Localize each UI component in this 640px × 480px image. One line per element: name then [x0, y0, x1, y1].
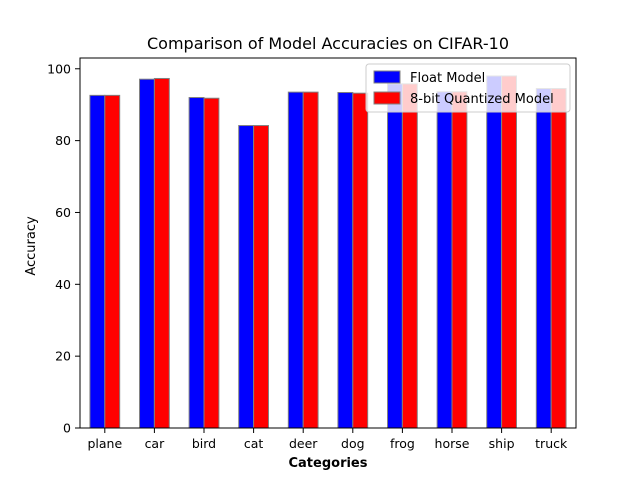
legend: Float Model 8-bit Quantized Model	[365, 63, 571, 113]
x-tick-label: cat	[244, 436, 264, 451]
y-tick-label: 0	[63, 421, 71, 436]
y-tick-label: 60	[55, 205, 71, 220]
bar-float-dog	[337, 91, 354, 429]
bar-float-deer	[287, 91, 304, 429]
bar-quantized-plane	[104, 94, 121, 429]
bar-float-frog	[387, 83, 403, 429]
bar-quantized-horse	[451, 91, 468, 429]
bar-float-car	[139, 78, 155, 429]
y-tick-label: 20	[55, 349, 71, 364]
x-tick-label: truck	[535, 436, 568, 451]
bar-float-plane	[89, 94, 106, 429]
plot-area: plane car bird cat deer dog frog horse ship truck…	[47, 57, 577, 451]
x-tick-label: car	[145, 436, 166, 451]
x-tick-label: bird	[192, 436, 216, 451]
y-axis-label: Accuracy	[24, 216, 39, 276]
bar-quantized-dog	[352, 92, 369, 429]
chart-title: Comparison of Model Accuracies on CIFAR-…	[147, 34, 509, 53]
bar-float-bird	[188, 97, 205, 429]
bar-quantized-car	[153, 77, 170, 429]
bar-quantized-cat	[253, 125, 269, 429]
x-tick-label: frog	[390, 436, 415, 451]
x-tick-label: plane	[87, 436, 122, 451]
bar-float-cat	[238, 125, 255, 429]
legend-label-float: Float Model	[410, 71, 485, 86]
y-tick-label: 80	[55, 133, 71, 148]
y-tick-label: 40	[55, 277, 71, 292]
bar-quantized-ship	[501, 75, 517, 429]
x-tick-label: deer	[289, 436, 318, 451]
bar-quantized-deer	[302, 91, 319, 429]
x-tick-label: dog	[341, 436, 365, 451]
bar-float-truck	[535, 88, 552, 429]
plot-frame	[79, 57, 577, 429]
bar-quantized-truck	[550, 88, 567, 429]
legend-label-quantized: 8-bit Quantized Model	[410, 92, 554, 107]
x-tick-label: horse	[435, 436, 470, 451]
x-tick-label: ship	[489, 436, 515, 451]
x-axis-label: Categories	[288, 456, 367, 471]
legend-box	[365, 63, 571, 113]
legend-swatch-float	[373, 70, 401, 84]
bar-float-ship	[486, 75, 503, 429]
legend-swatch-quantized	[373, 91, 401, 105]
bar-float-horse	[436, 91, 453, 429]
y-tick-label: 100	[47, 61, 71, 76]
bar-quantized-bird	[203, 97, 220, 429]
bar-quantized-frog	[401, 83, 418, 429]
